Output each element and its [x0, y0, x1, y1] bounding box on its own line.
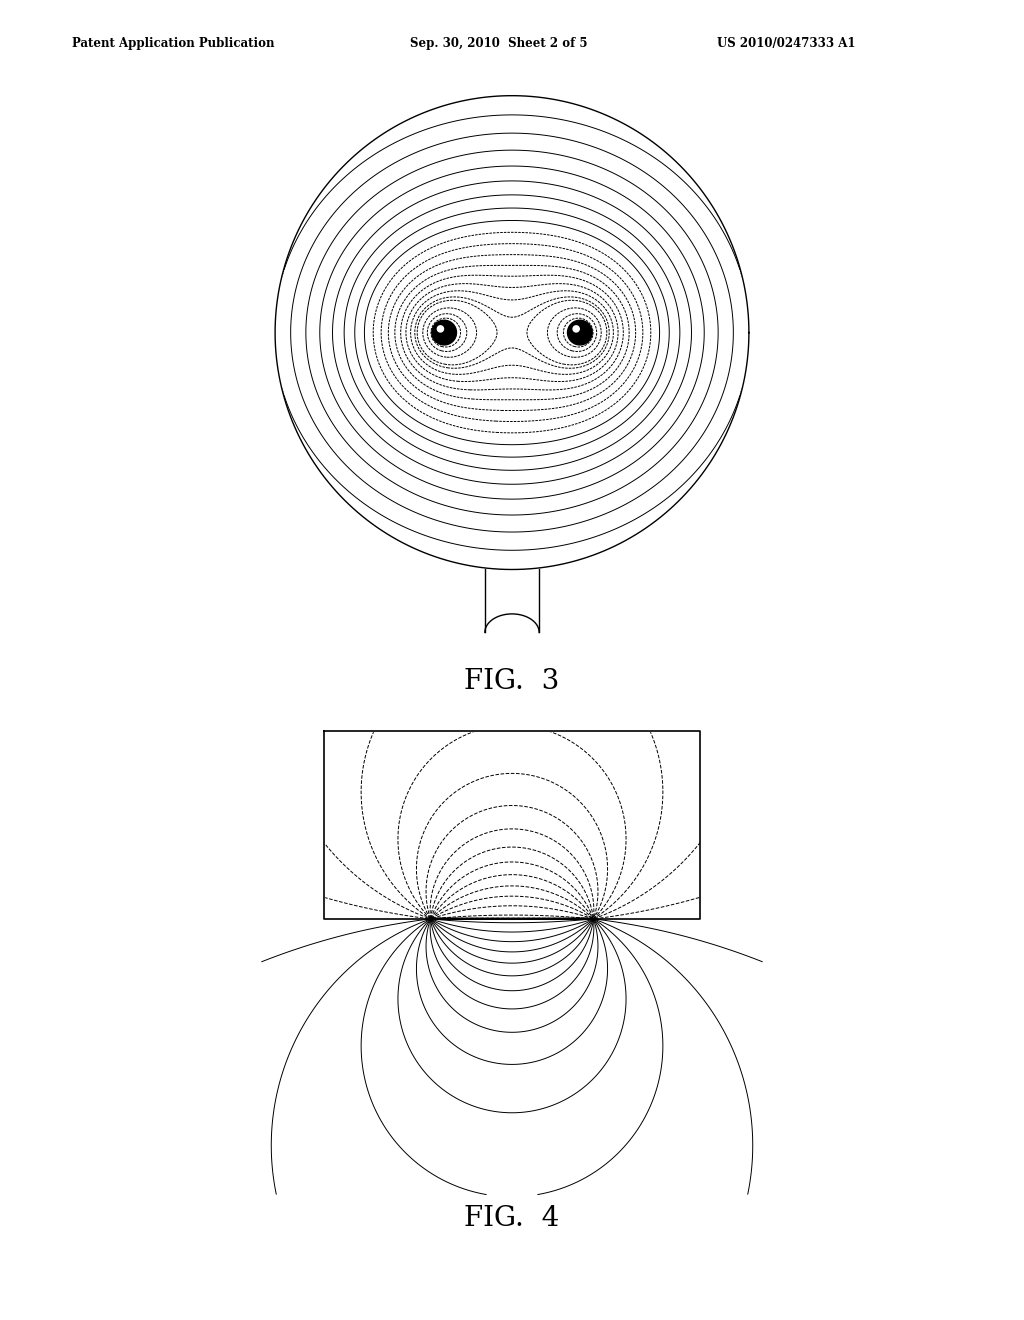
Point — [504, 329, 520, 350]
Point — [504, 329, 520, 350]
Point — [504, 329, 520, 350]
Point — [504, 329, 520, 350]
Text: US 2010/0247333 A1: US 2010/0247333 A1 — [717, 37, 855, 50]
Bar — [261, 668, 763, 731]
Point — [504, 329, 520, 350]
Point — [504, 329, 520, 350]
Point — [504, 329, 520, 350]
Point — [504, 329, 520, 350]
Bar — [261, 668, 324, 919]
Point — [504, 329, 520, 350]
Point — [504, 329, 520, 350]
Point — [504, 329, 520, 350]
Point — [504, 329, 520, 350]
Circle shape — [432, 321, 457, 345]
Point — [504, 329, 520, 350]
Point — [504, 329, 520, 350]
Text: Sep. 30, 2010  Sheet 2 of 5: Sep. 30, 2010 Sheet 2 of 5 — [410, 37, 587, 50]
Bar — [700, 668, 763, 919]
Circle shape — [567, 321, 592, 345]
Point — [504, 329, 520, 350]
Point — [504, 329, 520, 350]
Circle shape — [573, 326, 580, 331]
Text: Patent Application Publication: Patent Application Publication — [72, 37, 274, 50]
Point — [504, 329, 520, 350]
Point — [504, 329, 520, 350]
Point — [504, 329, 520, 350]
Point — [504, 329, 520, 350]
Point — [504, 329, 520, 350]
Point — [504, 329, 520, 350]
Text: FIG.  3: FIG. 3 — [464, 668, 560, 694]
Text: FIG.  4: FIG. 4 — [464, 1205, 560, 1232]
Point — [504, 329, 520, 350]
Point — [504, 329, 520, 350]
Circle shape — [437, 326, 443, 331]
Point — [504, 329, 520, 350]
Point — [504, 329, 520, 350]
Point — [504, 329, 520, 350]
Point — [504, 329, 520, 350]
Point — [504, 329, 520, 350]
Point — [504, 329, 520, 350]
Point — [504, 329, 520, 350]
Point — [504, 329, 520, 350]
